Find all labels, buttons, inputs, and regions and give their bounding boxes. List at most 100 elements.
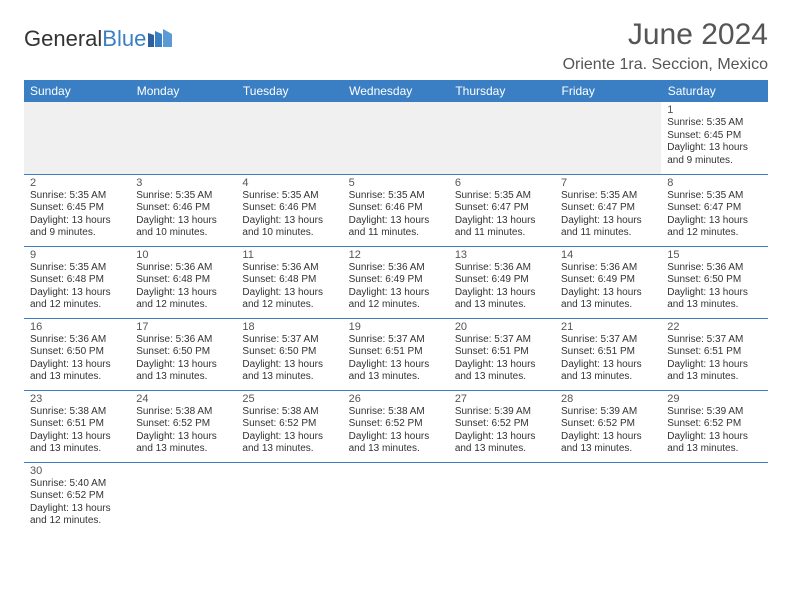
sunrise-line: Sunrise: 5:35 AM xyxy=(349,190,443,203)
calendar-cell-empty xyxy=(236,462,342,534)
sunset-line: Sunset: 6:46 PM xyxy=(136,202,230,215)
calendar-cell: 11Sunrise: 5:36 AMSunset: 6:48 PMDayligh… xyxy=(236,246,342,318)
calendar-page: GeneralBlue June 2024 Oriente 1ra. Secci… xyxy=(0,0,792,552)
calendar-cell: 27Sunrise: 5:39 AMSunset: 6:52 PMDayligh… xyxy=(449,390,555,462)
daylight-line: Daylight: 13 hours and 13 minutes. xyxy=(561,287,655,312)
daylight-line: Daylight: 13 hours and 13 minutes. xyxy=(667,287,761,312)
daylight-line: Daylight: 13 hours and 13 minutes. xyxy=(349,431,443,456)
daylight-line: Daylight: 13 hours and 11 minutes. xyxy=(561,215,655,240)
day-number: 1 xyxy=(667,104,761,116)
calendar-cell: 26Sunrise: 5:38 AMSunset: 6:52 PMDayligh… xyxy=(343,390,449,462)
calendar-week: 1Sunrise: 5:35 AMSunset: 6:45 PMDaylight… xyxy=(24,102,768,174)
calendar-cell: 22Sunrise: 5:37 AMSunset: 6:51 PMDayligh… xyxy=(661,318,767,390)
daylight-line: Daylight: 13 hours and 12 minutes. xyxy=(667,215,761,240)
day-number: 14 xyxy=(561,249,655,261)
sunset-line: Sunset: 6:52 PM xyxy=(136,418,230,431)
calendar-cell: 8Sunrise: 5:35 AMSunset: 6:47 PMDaylight… xyxy=(661,174,767,246)
daylight-line: Daylight: 13 hours and 13 minutes. xyxy=(136,431,230,456)
sunrise-line: Sunrise: 5:36 AM xyxy=(136,262,230,275)
calendar-week: 16Sunrise: 5:36 AMSunset: 6:50 PMDayligh… xyxy=(24,318,768,390)
calendar-cell: 4Sunrise: 5:35 AMSunset: 6:46 PMDaylight… xyxy=(236,174,342,246)
calendar-cell: 7Sunrise: 5:35 AMSunset: 6:47 PMDaylight… xyxy=(555,174,661,246)
day-number: 15 xyxy=(667,249,761,261)
sunrise-line: Sunrise: 5:36 AM xyxy=(561,262,655,275)
day-header: Saturday xyxy=(661,80,767,102)
day-header: Monday xyxy=(130,80,236,102)
calendar-table: SundayMondayTuesdayWednesdayThursdayFrid… xyxy=(24,80,768,534)
day-number: 27 xyxy=(455,393,549,405)
calendar-cell: 23Sunrise: 5:38 AMSunset: 6:51 PMDayligh… xyxy=(24,390,130,462)
day-number: 3 xyxy=(136,177,230,189)
sunset-line: Sunset: 6:50 PM xyxy=(667,274,761,287)
calendar-header-row: SundayMondayTuesdayWednesdayThursdayFrid… xyxy=(24,80,768,102)
daylight-line: Daylight: 13 hours and 9 minutes. xyxy=(667,142,761,167)
sunset-line: Sunset: 6:49 PM xyxy=(561,274,655,287)
calendar-cell: 10Sunrise: 5:36 AMSunset: 6:48 PMDayligh… xyxy=(130,246,236,318)
sunrise-line: Sunrise: 5:39 AM xyxy=(667,406,761,419)
daylight-line: Daylight: 13 hours and 13 minutes. xyxy=(455,287,549,312)
day-header: Tuesday xyxy=(236,80,342,102)
daylight-line: Daylight: 13 hours and 13 minutes. xyxy=(561,431,655,456)
calendar-body: 1Sunrise: 5:35 AMSunset: 6:45 PMDaylight… xyxy=(24,102,768,534)
daylight-line: Daylight: 13 hours and 13 minutes. xyxy=(667,431,761,456)
daylight-line: Daylight: 13 hours and 13 minutes. xyxy=(561,359,655,384)
calendar-week: 23Sunrise: 5:38 AMSunset: 6:51 PMDayligh… xyxy=(24,390,768,462)
calendar-cell: 16Sunrise: 5:36 AMSunset: 6:50 PMDayligh… xyxy=(24,318,130,390)
sunset-line: Sunset: 6:47 PM xyxy=(667,202,761,215)
calendar-cell: 24Sunrise: 5:38 AMSunset: 6:52 PMDayligh… xyxy=(130,390,236,462)
calendar-cell: 20Sunrise: 5:37 AMSunset: 6:51 PMDayligh… xyxy=(449,318,555,390)
day-number: 4 xyxy=(242,177,336,189)
daylight-line: Daylight: 13 hours and 11 minutes. xyxy=(455,215,549,240)
day-number: 6 xyxy=(455,177,549,189)
calendar-cell: 19Sunrise: 5:37 AMSunset: 6:51 PMDayligh… xyxy=(343,318,449,390)
sunset-line: Sunset: 6:47 PM xyxy=(561,202,655,215)
calendar-cell: 9Sunrise: 5:35 AMSunset: 6:48 PMDaylight… xyxy=(24,246,130,318)
calendar-cell-empty xyxy=(449,102,555,174)
sunset-line: Sunset: 6:50 PM xyxy=(136,346,230,359)
sunrise-line: Sunrise: 5:38 AM xyxy=(242,406,336,419)
daylight-line: Daylight: 13 hours and 11 minutes. xyxy=(349,215,443,240)
day-number: 10 xyxy=(136,249,230,261)
month-title: June 2024 xyxy=(563,18,768,52)
sunset-line: Sunset: 6:46 PM xyxy=(242,202,336,215)
sunset-line: Sunset: 6:49 PM xyxy=(455,274,549,287)
title-block: June 2024 Oriente 1ra. Seccion, Mexico xyxy=(563,18,768,74)
sunrise-line: Sunrise: 5:35 AM xyxy=(30,190,124,203)
page-header: GeneralBlue June 2024 Oriente 1ra. Secci… xyxy=(24,18,768,74)
calendar-cell: 29Sunrise: 5:39 AMSunset: 6:52 PMDayligh… xyxy=(661,390,767,462)
sunrise-line: Sunrise: 5:36 AM xyxy=(242,262,336,275)
day-number: 13 xyxy=(455,249,549,261)
calendar-cell: 25Sunrise: 5:38 AMSunset: 6:52 PMDayligh… xyxy=(236,390,342,462)
day-number: 12 xyxy=(349,249,443,261)
day-number: 11 xyxy=(242,249,336,261)
daylight-line: Daylight: 13 hours and 13 minutes. xyxy=(349,359,443,384)
daylight-line: Daylight: 13 hours and 12 minutes. xyxy=(242,287,336,312)
daylight-line: Daylight: 13 hours and 13 minutes. xyxy=(455,359,549,384)
daylight-line: Daylight: 13 hours and 9 minutes. xyxy=(30,215,124,240)
calendar-cell-empty xyxy=(24,102,130,174)
sunset-line: Sunset: 6:45 PM xyxy=(30,202,124,215)
sunset-line: Sunset: 6:50 PM xyxy=(242,346,336,359)
day-number: 5 xyxy=(349,177,443,189)
sunset-line: Sunset: 6:52 PM xyxy=(349,418,443,431)
day-header: Friday xyxy=(555,80,661,102)
sunrise-line: Sunrise: 5:36 AM xyxy=(349,262,443,275)
day-number: 9 xyxy=(30,249,124,261)
sunrise-line: Sunrise: 5:39 AM xyxy=(561,406,655,419)
day-number: 18 xyxy=(242,321,336,333)
daylight-line: Daylight: 13 hours and 13 minutes. xyxy=(136,359,230,384)
calendar-cell-empty xyxy=(661,462,767,534)
calendar-week: 30Sunrise: 5:40 AMSunset: 6:52 PMDayligh… xyxy=(24,462,768,534)
day-number: 25 xyxy=(242,393,336,405)
sunrise-line: Sunrise: 5:37 AM xyxy=(455,334,549,347)
daylight-line: Daylight: 13 hours and 12 minutes. xyxy=(349,287,443,312)
day-number: 28 xyxy=(561,393,655,405)
day-header: Sunday xyxy=(24,80,130,102)
day-number: 20 xyxy=(455,321,549,333)
sunrise-line: Sunrise: 5:38 AM xyxy=(349,406,443,419)
sunrise-line: Sunrise: 5:37 AM xyxy=(349,334,443,347)
logo-text-general: General xyxy=(24,26,102,52)
sunset-line: Sunset: 6:52 PM xyxy=(667,418,761,431)
sunrise-line: Sunrise: 5:35 AM xyxy=(242,190,336,203)
sunset-line: Sunset: 6:47 PM xyxy=(455,202,549,215)
